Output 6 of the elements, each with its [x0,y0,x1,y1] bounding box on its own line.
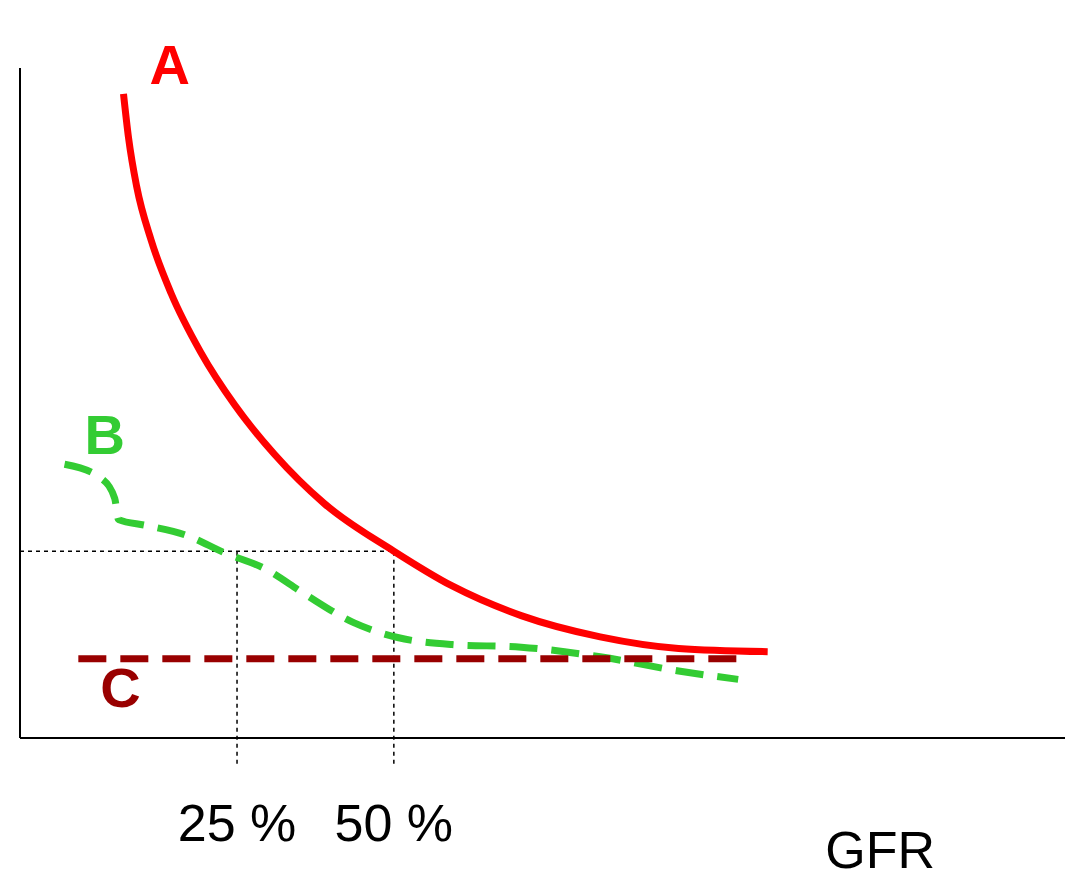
x-axis-title: GFR [825,821,935,879]
series-label: B [84,403,125,467]
series-label: A [149,32,190,96]
x-tick-label: 25 % [177,793,297,852]
x-tick-label: 50 % [334,793,454,852]
series-label: C [100,655,141,719]
